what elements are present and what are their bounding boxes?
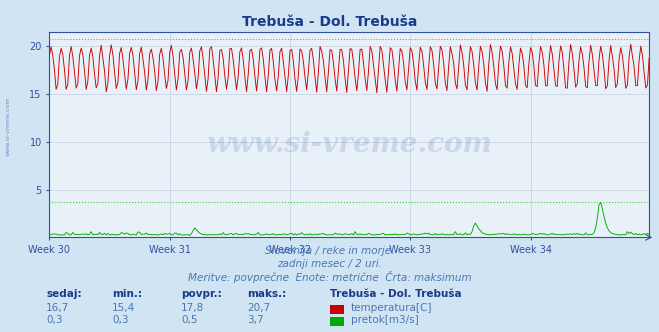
- Text: maks.:: maks.:: [247, 289, 287, 299]
- Text: povpr.:: povpr.:: [181, 289, 222, 299]
- Text: www.si-vreme.com: www.si-vreme.com: [206, 131, 492, 158]
- Text: 0,3: 0,3: [112, 315, 129, 325]
- Text: 20,7: 20,7: [247, 303, 270, 313]
- Text: 16,7: 16,7: [46, 303, 69, 313]
- Text: 0,5: 0,5: [181, 315, 198, 325]
- Text: 17,8: 17,8: [181, 303, 204, 313]
- Text: temperatura[C]: temperatura[C]: [351, 303, 432, 313]
- Text: 3,7: 3,7: [247, 315, 264, 325]
- Text: Slovenija / reke in morje.: Slovenija / reke in morje.: [265, 246, 394, 256]
- Text: min.:: min.:: [112, 289, 142, 299]
- Text: 15,4: 15,4: [112, 303, 135, 313]
- Text: pretok[m3/s]: pretok[m3/s]: [351, 315, 418, 325]
- Text: Meritve: povprečne  Enote: metrične  Črta: maksimum: Meritve: povprečne Enote: metrične Črta:…: [188, 271, 471, 283]
- Text: zadnji mesec / 2 uri.: zadnji mesec / 2 uri.: [277, 259, 382, 269]
- Text: Trebuša - Dol. Trebuša: Trebuša - Dol. Trebuša: [242, 15, 417, 29]
- Text: sedaj:: sedaj:: [46, 289, 82, 299]
- Text: www.si-vreme.com: www.si-vreme.com: [5, 96, 11, 156]
- Text: 0,3: 0,3: [46, 315, 63, 325]
- Text: Trebuša - Dol. Trebuša: Trebuša - Dol. Trebuša: [330, 289, 461, 299]
